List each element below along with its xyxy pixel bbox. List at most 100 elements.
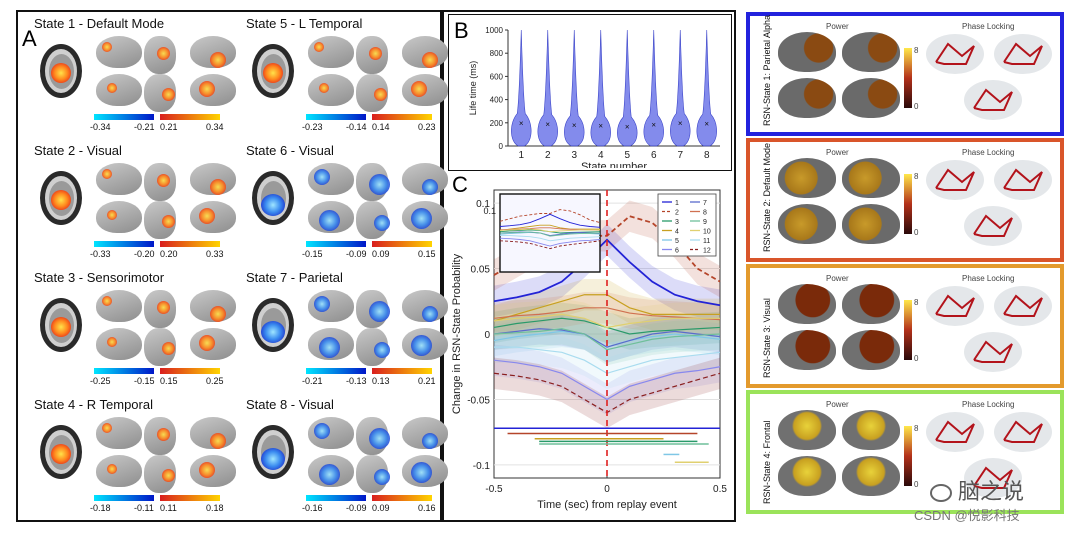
- activation-blob: [261, 448, 285, 470]
- phase-locking-heading: Phase Locking: [962, 400, 1015, 409]
- rsn-state-box: RSN-State 3: Visual Power Phase Locking 8 0: [746, 264, 1064, 388]
- colorbar-tick-label: 0.33: [206, 249, 224, 259]
- colorbar-tick-label: -0.16: [302, 503, 323, 513]
- brain-hotspot: [102, 42, 112, 52]
- brain-hotspot: [319, 464, 340, 485]
- power-colorbar: [904, 300, 912, 360]
- brain-hotspot: [102, 423, 112, 433]
- colorbar-tick-label: 0.25: [206, 376, 224, 386]
- brain-hotspot: [107, 83, 117, 93]
- brain-view: [190, 417, 236, 449]
- phase-locking-glass-brain: [994, 412, 1052, 452]
- legend-label: 12: [703, 248, 711, 255]
- inset-series-line: [499, 224, 600, 231]
- colorbar-tick-label: -0.21: [302, 376, 323, 386]
- series-line-8: [493, 307, 721, 321]
- phase-locking-glass-brain: [964, 80, 1022, 120]
- connectivity-network: [973, 88, 1013, 111]
- power-brain-map: [778, 284, 836, 324]
- x-tick-label: 0: [604, 484, 610, 495]
- median-marker: ×: [625, 122, 630, 131]
- violin-body: [670, 29, 691, 147]
- power-colorbar: [904, 174, 912, 234]
- brain-hotspot: [199, 462, 215, 478]
- brain-hotspot: [157, 47, 170, 60]
- rsn-state-label: RSN-State 3: Visual: [762, 298, 772, 378]
- median-marker: ×: [545, 120, 550, 129]
- brain-view: [96, 163, 142, 195]
- phase-locking-glass-brain: [964, 332, 1022, 372]
- colorbar-tick-label: -0.20: [134, 249, 155, 259]
- brain-hotspot: [319, 83, 329, 93]
- brain-view: [144, 201, 176, 239]
- power-colorbar: [904, 48, 912, 108]
- connectivity-network: [1003, 294, 1043, 317]
- positive-colorbar: [372, 368, 432, 374]
- axial-head-slice: [252, 425, 294, 479]
- phase-locking-heading: Phase Locking: [962, 148, 1015, 157]
- phase-locking-glass-brain: [964, 206, 1022, 246]
- panel-b-frame: [448, 14, 732, 171]
- colorbar-min: 0: [914, 354, 919, 363]
- power-brain-map: [842, 456, 900, 496]
- colorbar-tick-label: 0.15: [418, 249, 436, 259]
- y-axis-label: Change in RSN-State Probability: [451, 253, 463, 414]
- brain-view: [96, 455, 142, 487]
- phase-locking-glass-brain: [994, 34, 1052, 74]
- brain-hotspot: [411, 81, 427, 97]
- violin-body: [537, 29, 558, 147]
- brain-view: [356, 201, 390, 239]
- brain-view: [190, 163, 236, 195]
- activation-blob: [51, 63, 71, 83]
- colorbar-tick-label: -0.15: [302, 249, 323, 259]
- brain-view: [96, 74, 142, 106]
- inset-series-line: [499, 213, 601, 228]
- brain-hotspot: [157, 301, 170, 314]
- brain-view: [190, 36, 236, 68]
- positive-colorbar: [160, 241, 220, 247]
- negative-colorbar: [306, 114, 366, 120]
- watermark-credit: CSDN @悦影科技: [914, 508, 1020, 523]
- power-brain-map: [778, 158, 836, 198]
- connection-edge: [973, 466, 1013, 489]
- brain-view: [144, 455, 176, 493]
- brain-view: [308, 36, 354, 68]
- phase-locking-heading: Phase Locking: [962, 22, 1015, 31]
- panel-a-frame: [16, 10, 442, 522]
- legend-label: 4: [675, 229, 679, 236]
- connection-edge: [935, 420, 975, 443]
- brain-hotspot: [374, 342, 390, 358]
- inset-series-line: [499, 228, 600, 233]
- median-marker: ×: [572, 121, 577, 130]
- brain-view: [144, 417, 176, 455]
- brain-view: [190, 455, 236, 487]
- y-axis-label: Life time (ms): [468, 61, 478, 116]
- legend-label: 9: [703, 219, 707, 226]
- negative-colorbar: [306, 241, 366, 247]
- line-chart: 0.10.050-0.05-0.1-0.5 0 0.50.1123456789101…: [451, 189, 727, 511]
- inset-series-line: [499, 209, 601, 224]
- brain-view: [402, 163, 448, 195]
- brain-hotspot: [157, 174, 170, 187]
- violin-body: [617, 29, 638, 147]
- positive-colorbar: [160, 114, 220, 120]
- positive-colorbar: [372, 114, 432, 120]
- power-brain-map: [842, 32, 900, 72]
- panel-bc-frame: [442, 10, 736, 522]
- brain-hotspot: [162, 469, 175, 482]
- brain-view: [356, 455, 390, 493]
- colorbar-tick-label: 0.23: [418, 122, 436, 132]
- connection-edge: [973, 340, 1013, 363]
- brain-hotspot: [374, 88, 387, 101]
- brain-hotspot: [314, 423, 330, 439]
- colorbar-tick-label: -0.13: [346, 376, 367, 386]
- brain-view: [144, 163, 176, 201]
- x-tick-label: 6: [651, 150, 657, 161]
- connection-edge: [935, 294, 975, 317]
- y-tick-label: 0: [499, 142, 504, 151]
- brain-hotspot: [422, 433, 438, 449]
- phase-locking-heading: Phase Locking: [962, 274, 1015, 283]
- brain-view: [402, 328, 448, 360]
- axial-head-slice: [252, 44, 294, 98]
- phase-locking-glass-brain: [926, 412, 984, 452]
